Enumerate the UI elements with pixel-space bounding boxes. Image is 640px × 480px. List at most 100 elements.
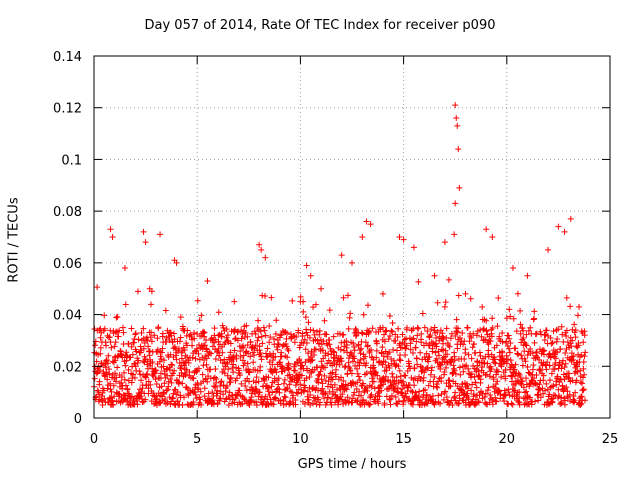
band-point (564, 388, 571, 395)
band-point (468, 371, 475, 378)
band-point (204, 378, 211, 385)
band-point (505, 356, 512, 363)
band-point (476, 392, 483, 399)
band-point (506, 349, 513, 356)
band-point (153, 380, 160, 387)
band-point (475, 398, 482, 405)
band-point (102, 364, 109, 371)
band-point (519, 378, 526, 385)
band-point (578, 352, 585, 359)
band-point (358, 392, 365, 399)
band-point (303, 329, 310, 336)
band-point (549, 398, 556, 405)
band-point (379, 361, 386, 368)
band-point (433, 334, 440, 341)
band-point (285, 365, 292, 372)
band-point (537, 394, 544, 401)
band-point (357, 350, 364, 357)
band-point (499, 349, 506, 356)
band-point (269, 361, 276, 368)
band-point (484, 360, 491, 367)
band-point (209, 389, 216, 396)
band-point (223, 334, 230, 341)
band-point (466, 338, 473, 345)
band-point (415, 278, 422, 285)
band-point (227, 374, 234, 381)
band-point (498, 374, 505, 381)
band-point (442, 299, 449, 306)
band-point (331, 381, 338, 388)
band-point (162, 395, 169, 402)
band-point (243, 387, 250, 394)
band-point (381, 400, 388, 407)
band-point (354, 365, 361, 372)
band-point (198, 401, 205, 408)
band-point (531, 315, 538, 322)
band-point (268, 294, 275, 301)
band-point (139, 399, 146, 406)
band-point (409, 389, 416, 396)
band-point (107, 380, 114, 387)
y-tick-label: 0.1 (61, 153, 82, 168)
band-point (535, 397, 542, 404)
band-point (195, 350, 202, 357)
band-point (411, 365, 418, 372)
band-point (403, 393, 410, 400)
band-point (426, 354, 433, 361)
band-point (415, 325, 422, 332)
band-point (483, 317, 490, 324)
band-point (215, 332, 222, 339)
band-point (410, 335, 417, 342)
band-point (444, 351, 451, 358)
band-point (252, 366, 259, 373)
band-point (112, 370, 119, 377)
band-point (582, 349, 589, 356)
band-point (211, 374, 218, 381)
band-point (224, 360, 231, 367)
peak-point (454, 122, 461, 129)
band-point (351, 344, 358, 351)
band-point (402, 351, 409, 358)
band-point (548, 370, 555, 377)
band-point (521, 355, 528, 362)
band-point (101, 360, 108, 367)
band-point (517, 330, 524, 337)
band-point (511, 366, 518, 373)
band-point (145, 343, 152, 350)
band-point (166, 366, 173, 373)
band-point (516, 389, 523, 396)
band-point (362, 353, 369, 360)
band-point (389, 328, 396, 335)
peak-point (367, 221, 374, 228)
band-point (428, 326, 435, 333)
band-point (144, 337, 151, 344)
band-point (106, 334, 113, 341)
band-point (245, 350, 252, 357)
peak-point (359, 234, 366, 240)
band-point (201, 329, 208, 336)
band-point (443, 325, 450, 332)
band-point (292, 382, 299, 389)
band-point (270, 401, 277, 408)
band-point (304, 388, 311, 395)
peak-point (204, 277, 211, 284)
band-point (261, 327, 268, 334)
band-point (506, 306, 513, 313)
band-point (321, 395, 328, 402)
band-point (207, 366, 214, 373)
band-point (488, 366, 495, 373)
band-point (526, 370, 533, 377)
band-point (242, 382, 249, 389)
band-point (191, 388, 198, 395)
band-point (351, 389, 358, 396)
band-point (305, 396, 312, 403)
band-point (219, 349, 226, 356)
band-point (152, 376, 159, 383)
band-point (142, 396, 149, 403)
band-point (522, 389, 529, 396)
band-point (360, 397, 367, 404)
band-point (157, 353, 164, 360)
band-point (171, 386, 178, 393)
band-point (512, 372, 519, 379)
band-point (383, 367, 390, 374)
